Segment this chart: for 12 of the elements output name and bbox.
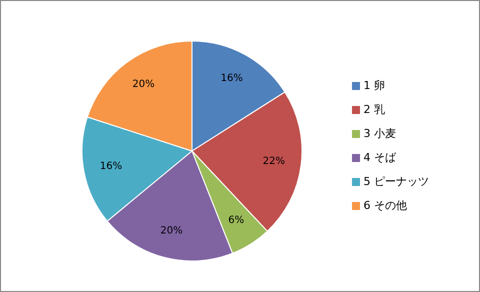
data-label: 16% bbox=[220, 73, 243, 84]
data-label: 22% bbox=[262, 156, 285, 167]
legend-label: 2 乳 bbox=[364, 103, 385, 116]
legend-label: 1 卵 bbox=[364, 79, 385, 92]
data-label: 6% bbox=[228, 215, 244, 226]
legend-label: 4 そば bbox=[364, 151, 396, 164]
legend-label: 6 その他 bbox=[364, 199, 407, 212]
legend-label: 3 小麦 bbox=[364, 127, 396, 140]
legend-label: 5 ピーナッツ bbox=[364, 175, 429, 188]
data-label: 20% bbox=[160, 225, 183, 236]
data-label: 16% bbox=[100, 160, 122, 172]
data-label: 20% bbox=[132, 78, 155, 90]
